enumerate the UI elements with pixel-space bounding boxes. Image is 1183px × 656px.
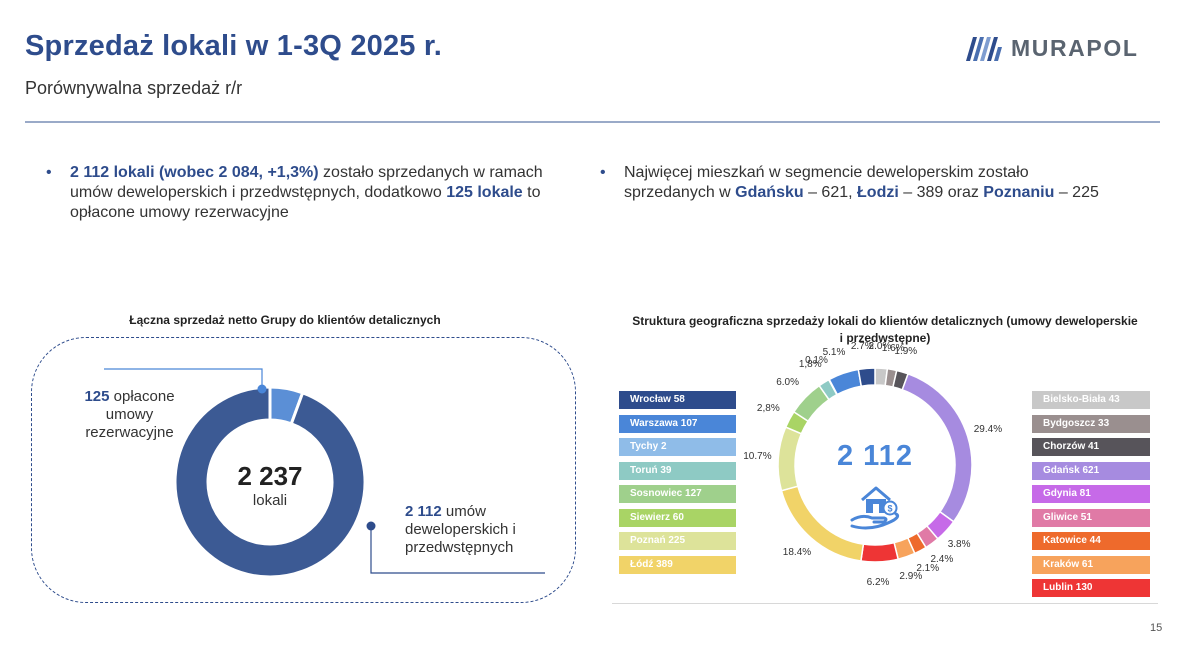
legend-item-toru: Toruń 39 [619, 462, 736, 480]
contracts-value: 2 112 [405, 503, 442, 520]
ring-segment-wroc-aw [858, 368, 875, 386]
bullet-text: – 621, [804, 184, 857, 201]
left-chart-title: Łączna sprzedaż netto Grupy do klientów … [105, 313, 465, 327]
percent-label-gda-sk: 29.4% [974, 424, 1002, 435]
legend-left: Wrocław 58 Warszawa 107 Tychy 2 Toruń 39 Sos… [619, 391, 736, 579]
ring-segment-pozna [778, 427, 801, 491]
murapol-logo: MURAPOL [964, 32, 1149, 64]
page-subtitle: Porównywalna sprzedaż r/r [25, 78, 242, 99]
murapol-logo-icon [964, 33, 1004, 63]
percent-label-gdynia: 3.8% [948, 539, 971, 550]
percent-label-d: 18.4% [783, 547, 811, 558]
header-divider [25, 121, 1160, 123]
contracts-label: 2 112 umów deweloperskich i przedwstępny… [405, 503, 545, 557]
page-number: 15 [1150, 622, 1162, 634]
reservation-label: 125 opłacone umowy rezerwacyjne [62, 388, 197, 442]
legend-item-lublin: Lublin 130 [1032, 579, 1150, 597]
percent-label-siewierz: 2,8% [757, 403, 780, 414]
legend-item-siewierz: Siewierz 60 [619, 509, 736, 527]
legend-item-katowice: Katowice 44 [1032, 532, 1150, 550]
percent-label-krak-w: 2.9% [899, 571, 922, 582]
house-hand-icon: $ [848, 482, 908, 532]
legend-item-gdynia: Gdynia 81 [1032, 485, 1150, 503]
bullet-highlight-city: Łodzi [857, 184, 899, 201]
legend-item-d: Łódź 389 [619, 556, 736, 574]
bullet-highlight-city: Gdańsku [735, 184, 803, 201]
bullet-highlight-city: Poznaniu [983, 184, 1054, 201]
legend-right: Bielsko-Biała 43 Bydgoszcz 33 Chorzów 41 Gd… [1032, 391, 1150, 603]
ring-segment-lublin [861, 543, 898, 562]
bullet-top-cities: • Najwięcej mieszkań w segmencie dewelop… [624, 163, 1104, 203]
legend-item-tychy: Tychy 2 [619, 438, 736, 456]
bullet-text: – 389 oraz [899, 184, 984, 201]
logo-text: MURAPOL [1011, 35, 1138, 62]
percent-label-wroc-aw: 2.7% [851, 341, 874, 352]
legend-item-wroc-aw: Wrocław 58 [619, 391, 736, 409]
legend-item-warszawa: Warszawa 107 [619, 415, 736, 433]
bullet-highlight-reservations: 125 lokale [446, 184, 523, 201]
bullet-sales-summary: • 2 112 lokali (wobec 2 084, +1,3%) zost… [70, 163, 550, 223]
reservation-value: 125 [84, 388, 109, 405]
percent-label-chorz-w: 1.9% [894, 346, 917, 357]
percent-label-lublin: 6.2% [867, 577, 890, 588]
percent-label-warszawa: 5.1% [823, 347, 846, 358]
percent-label-sosnowiec: 6.0% [776, 377, 799, 388]
legend-item-bydgoszcz: Bydgoszcz 33 [1032, 415, 1150, 433]
legend-item-sosnowiec: Sosnowiec 127 [619, 485, 736, 503]
legend-item-pozna: Poznań 225 [619, 532, 736, 550]
percent-label-pozna: 10.7% [743, 451, 771, 462]
total-sales-value: 2 237 [185, 461, 355, 492]
footer-divider [612, 603, 1158, 604]
geographic-total: 2 112 [800, 440, 950, 473]
legend-item-bielsko-bia-a: Bielsko-Biała 43 [1032, 391, 1150, 409]
page-title: Sprzedaż lokali w 1-3Q 2025 r. [25, 30, 442, 63]
bullet-dot: • [600, 163, 606, 183]
legend-item-gliwice: Gliwice 51 [1032, 509, 1150, 527]
legend-item-gda-sk: Gdańsk 621 [1032, 462, 1150, 480]
bullet-highlight-sales: 2 112 lokali (wobec 2 084, +1,3%) [70, 164, 319, 181]
legend-item-krak-w: Kraków 61 [1032, 556, 1150, 574]
bullet-dot: • [46, 163, 52, 183]
bullet-text: – 225 [1054, 184, 1098, 201]
svg-text:$: $ [887, 504, 892, 514]
legend-item-chorz-w: Chorzów 41 [1032, 438, 1150, 456]
total-sales-label: lokali [185, 492, 355, 509]
